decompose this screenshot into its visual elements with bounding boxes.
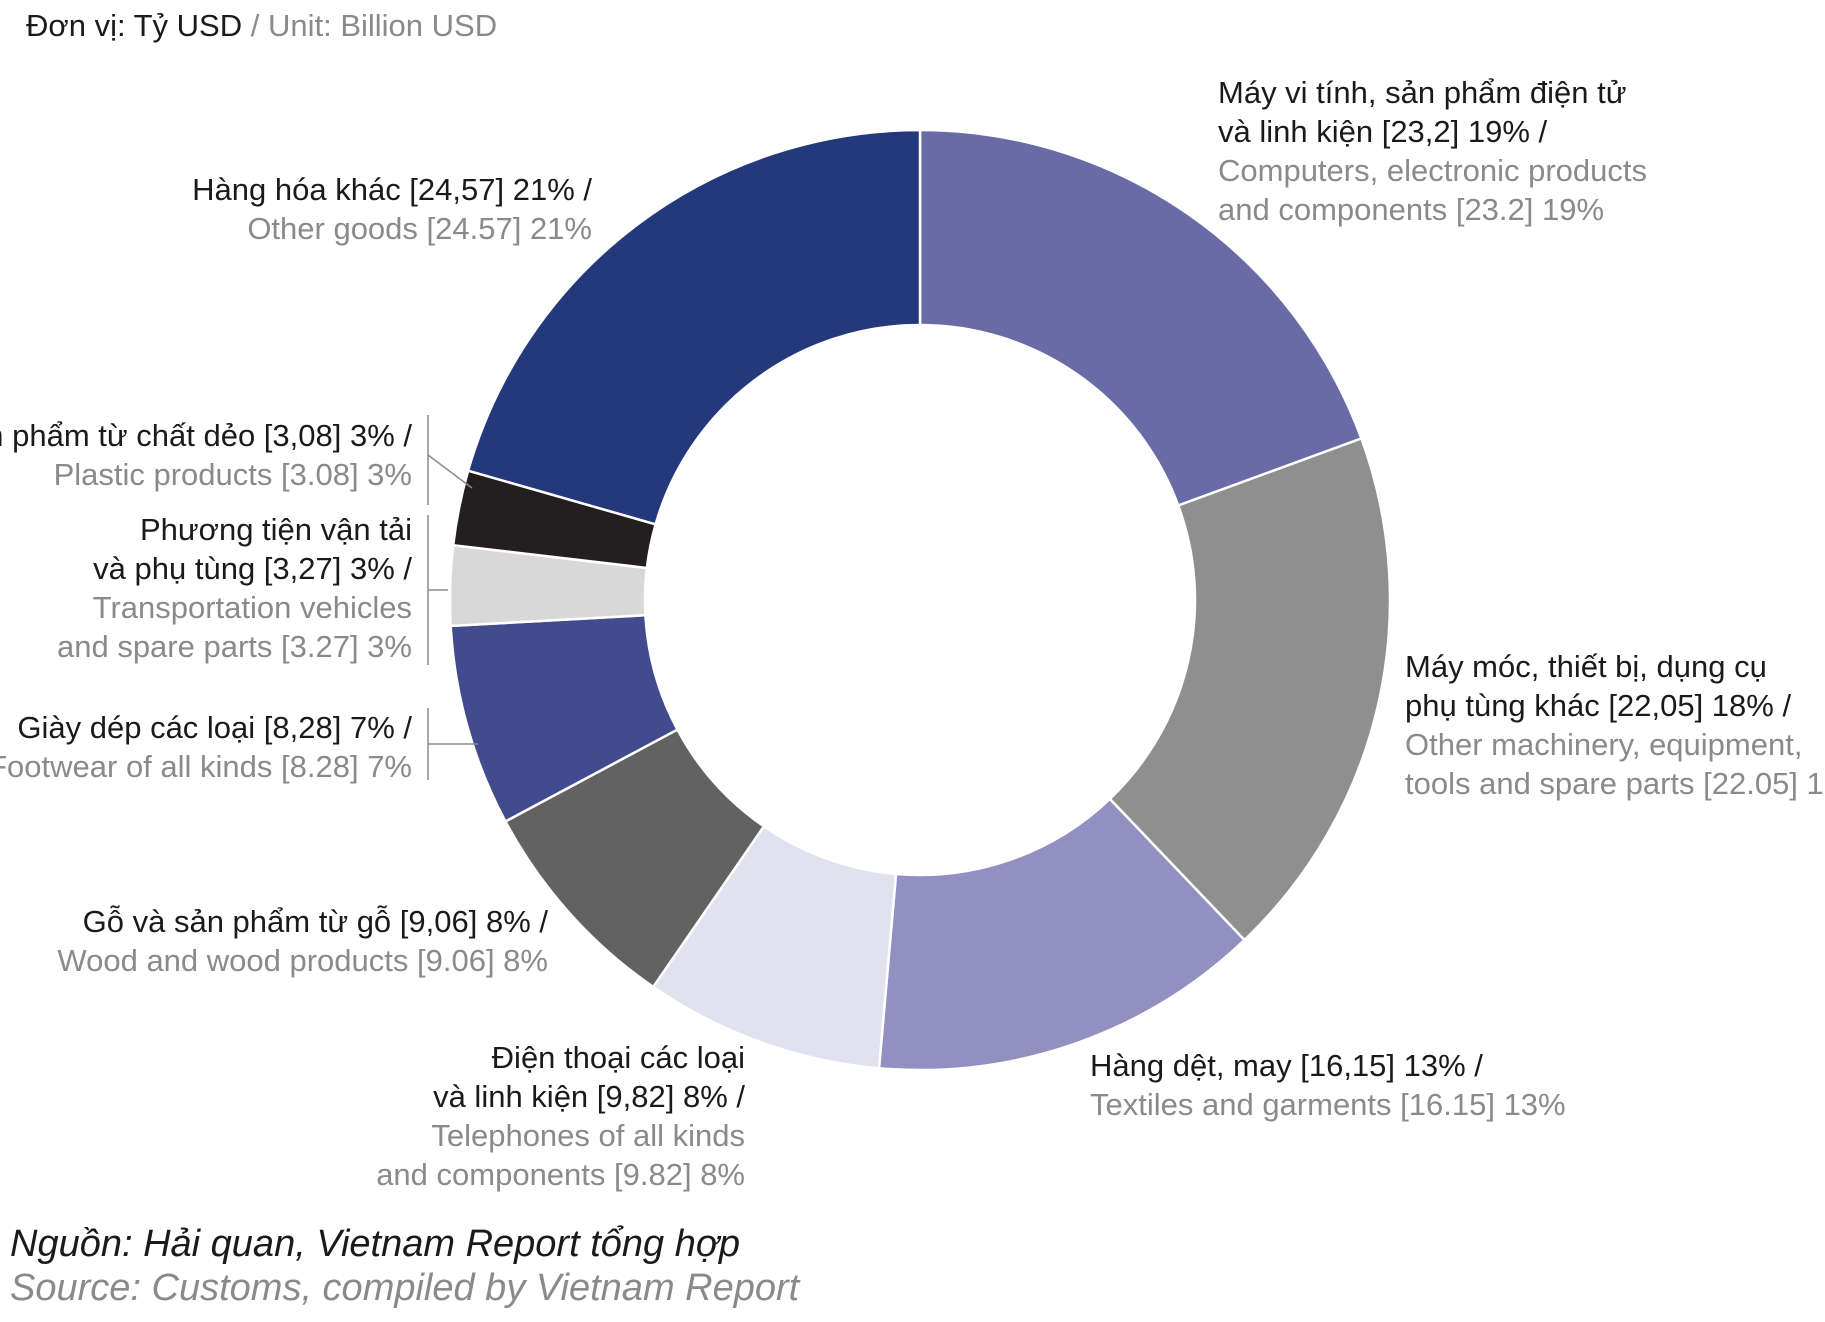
slice-label-0-line-2: Computers, electronic products: [1218, 153, 1647, 188]
slice-label-7: Sản phẩm từ chất dẻo [3,08] 3% / Plastic …: [0, 418, 412, 492]
slice-label-8: Hàng hóa khác [24,57] 21% / Other goods […: [192, 172, 592, 246]
slice-label-0-line-0: Máy vi tính, sản phẩm điện tử: [1218, 75, 1626, 110]
slice-label-0: Máy vi tính, sản phẩm điện tử và linh kiệ…: [1218, 75, 1647, 227]
donut-slices: [448, 128, 1392, 1072]
slice-label-7-line-0: Sản phẩm từ chất dẻo [3,08] 3% /: [0, 418, 412, 453]
slice-label-3-line-2: Telephones of all kinds: [431, 1118, 745, 1153]
slice-label-4-line-1: Wood and wood products [9.06] 8%: [57, 943, 548, 978]
slice-label-3-line-0: Điện thoại các loại: [492, 1040, 745, 1075]
leader-line-7-1: [427, 454, 473, 489]
slice-label-6: Phương tiện vận tải và phụ tùng [3,27] 3%…: [57, 512, 412, 664]
slice-0: [918, 128, 1363, 508]
unit-label-en: / Unit: Billion USD: [242, 8, 497, 43]
slice-label-3: Điện thoại các loại và linh kiện [9,82] 8…: [376, 1040, 745, 1192]
source-label-vi: Nguồn: Hải quan, Vietnam Report tổng hợp: [10, 1223, 740, 1265]
unit-label-vi: Đơn vị: Tỷ USD: [26, 8, 242, 43]
slice-8: [466, 128, 922, 526]
slice-label-1-line-3: tools and spare parts [22.05] 18%: [1405, 766, 1825, 801]
leader-lines: [427, 415, 478, 780]
slice-label-8-line-1: Other goods [24.57] 21%: [247, 211, 592, 246]
slice-label-2-line-1: Textiles and garments [16.15] 13%: [1090, 1087, 1566, 1122]
slice-label-6-line-2: Transportation vehicles: [93, 590, 412, 625]
slice-label-6-line-3: and spare parts [3.27] 3%: [57, 629, 412, 664]
slice-label-4: Gỗ và sản phẩm từ gỗ [9,06] 8% / Wood and…: [57, 904, 548, 978]
slice-label-6-line-0: Phương tiện vận tải: [140, 512, 412, 547]
slice-label-2-line-0: Hàng dệt, may [16,15] 13% /: [1090, 1048, 1483, 1083]
slice-label-3-line-1: và linh kiện [9,82] 8% /: [433, 1079, 745, 1114]
source-label-en: Source: Customs, compiled by Vietnam Rep…: [10, 1267, 801, 1309]
slice-2: [877, 797, 1247, 1072]
slice-label-5-line-0: Giày dép các loại [8,28] 7% /: [17, 710, 412, 745]
slice-label-6-line-1: và phụ tùng [3,27] 3% /: [93, 551, 412, 586]
slice-label-0-line-3: and components [23.2] 19%: [1218, 192, 1604, 227]
slice-1: [1108, 436, 1392, 942]
slice-labels: Máy vi tính, sản phẩm điện tử và linh kiệ…: [0, 75, 1825, 1192]
slice-label-1-line-0: Máy móc, thiết bị, dụng cụ: [1405, 649, 1767, 684]
slice-label-1-line-2: Other machinery, equipment,: [1405, 727, 1802, 762]
slice-label-7-line-1: Plastic products [3.08] 3%: [54, 457, 412, 492]
unit-label: Đơn vị: Tỷ USD / Unit: Billion USD: [26, 8, 497, 43]
slice-label-1-line-1: phụ tùng khác [22,05] 18% /: [1405, 688, 1791, 723]
slice-label-2: Hàng dệt, may [16,15] 13% / Textiles and …: [1090, 1048, 1566, 1122]
slice-label-1: Máy móc, thiết bị, dụng cụ phụ tùng khác …: [1405, 649, 1825, 801]
slice-label-5: Giày dép các loại [8,28] 7% / Footwear of…: [0, 710, 412, 784]
slice-label-5-line-1: Footwear of all kinds [8.28] 7%: [0, 749, 412, 784]
slice-label-4-line-0: Gỗ và sản phẩm từ gỗ [9,06] 8% /: [83, 904, 549, 939]
slice-label-0-line-1: và linh kiện [23,2] 19% /: [1218, 114, 1548, 149]
slice-label-3-line-3: and components [9.82] 8%: [376, 1157, 745, 1192]
slice-label-8-line-0: Hàng hóa khác [24,57] 21% /: [192, 172, 592, 207]
